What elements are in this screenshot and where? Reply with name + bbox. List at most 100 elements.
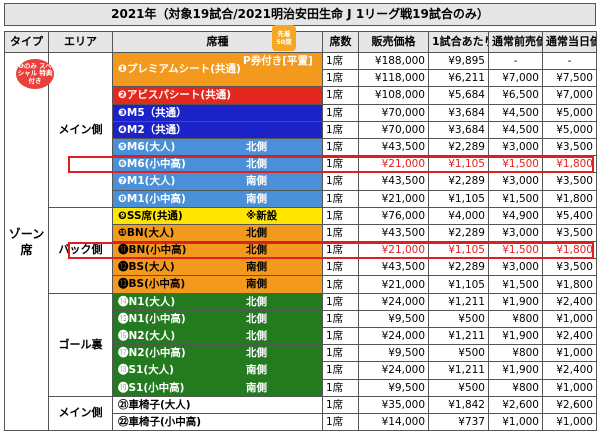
sale-price: ¥14,000 xyxy=(358,412,429,432)
header-normal-advance: 通常前売価格 xyxy=(488,31,543,53)
normal-day-price: ¥3,500 xyxy=(542,137,597,157)
seat-name: ⓲S1(大人) xyxy=(118,364,174,377)
sale-price: ¥35,000 xyxy=(358,395,429,414)
normal-advance-price: ¥6,500 xyxy=(488,86,543,105)
normal-day-price: ¥5,000 xyxy=(542,103,597,122)
table-row: ❺M6(大人) 北側 1席 ¥43,500 ¥2,289 ¥3,000 ¥3,500 xyxy=(5,137,597,157)
seat-name: ❾SS席(共通) xyxy=(118,209,183,222)
sale-price: ¥43,500 xyxy=(358,137,429,157)
seat-name: ❿BN(大人) xyxy=(118,226,175,239)
seat-name-cell: ❿BN(大人) 北側 xyxy=(112,223,323,243)
area-label: ゴール裏 xyxy=(48,292,113,397)
header-row: タイプ エリア 席種 席数 販売価格 1試合あたり 通常前売価格 通常当日価格 xyxy=(4,31,597,53)
seat-count: 1席 xyxy=(322,241,359,260)
sale-price: ¥188,000 xyxy=(358,51,429,71)
normal-day-price: ¥1,800 xyxy=(542,275,597,294)
seat-count: 1席 xyxy=(322,120,359,139)
table-row: ❼M1(大人) 南側 1席 ¥43,500 ¥2,289 ¥3,000 ¥3,500 xyxy=(5,172,597,191)
table-row: ❿BN(大人) 北側 1席 ¥43,500 ¥2,289 ¥3,000 ¥3,500 xyxy=(5,223,597,243)
normal-advance-price: ¥1,900 xyxy=(488,292,543,311)
seat-count: 1席 xyxy=(322,326,359,346)
seat-name-cell: ⓯N1(小中高) 北側 xyxy=(112,309,323,329)
seat-side: 南側 xyxy=(246,381,267,394)
seat-name-cell: ❻M6(小中高) 北側 xyxy=(112,155,323,174)
normal-advance-price: ¥800 xyxy=(488,378,543,397)
seat-count: 1席 xyxy=(322,51,359,71)
seat-side: 南側 xyxy=(246,261,267,274)
seat-name: ㉑車椅子(大人) xyxy=(118,398,191,411)
normal-advance-price: ¥2,600 xyxy=(488,395,543,414)
seat-name: ⓰N2(大人) xyxy=(118,330,176,342)
table-row: ⓲S1(大人) 南側 1席 ¥24,000 ¥1,211 ¥1,900 ¥2,400 xyxy=(5,361,597,380)
sale-price: ¥21,000 xyxy=(358,189,429,208)
seat-name-cell: ❹M2（共通） xyxy=(112,120,323,139)
seat-name: ⓯N1(小中高) xyxy=(118,312,186,325)
seat-side: 北側 xyxy=(246,330,267,342)
seat-name-cell: ⓱N2(小中高) 北側 xyxy=(112,344,323,363)
table-row: 1席 ¥118,000 ¥6,211 ¥7,000 ¥7,500 xyxy=(5,69,597,88)
seat-name: ❹M2（共通） xyxy=(118,123,187,136)
sale-price: ¥70,000 xyxy=(358,103,429,122)
normal-day-price: ¥1,800 xyxy=(542,241,597,260)
normal-day-price: ¥5,400 xyxy=(542,206,597,225)
seat-count: 1席 xyxy=(322,189,359,208)
price-per-match: ¥500 xyxy=(428,344,489,363)
seat-name-cell: ❸M5（共通） xyxy=(112,103,323,122)
sale-price: ¥24,000 xyxy=(358,326,429,346)
normal-advance-price: ¥3,000 xyxy=(488,223,543,243)
seat-name-cell: ⓬BS(大人) 南側 xyxy=(112,258,323,277)
seat-name: ㉒車椅子(小中高) xyxy=(118,415,202,428)
normal-day-price: ¥1,800 xyxy=(542,189,597,208)
normal-advance-price: ¥3,000 xyxy=(488,137,543,157)
seat-count: 1席 xyxy=(322,292,359,311)
seat-name: ⓳S1(小中高) xyxy=(118,381,185,394)
seat-side: 南側 xyxy=(246,278,267,291)
normal-day-price: ¥3,500 xyxy=(542,172,597,191)
seat-side: 北側 xyxy=(246,244,267,257)
type-label: ゾーン席 xyxy=(4,51,49,432)
seat-count: 1席 xyxy=(322,378,359,397)
price-per-match: ¥500 xyxy=(428,309,489,329)
normal-day-price: ¥2,600 xyxy=(542,395,597,414)
normal-advance-price: ¥1,000 xyxy=(488,412,543,432)
seat-name: ❶プレミアムシート(共通) xyxy=(118,63,241,75)
seat-name-cell: ⓮N1(大人) 北側 xyxy=(112,292,323,311)
sale-price: ¥118,000 xyxy=(358,69,429,88)
seat-name: ❻M6(小中高) xyxy=(118,158,186,171)
seat-side: 南側 xyxy=(246,364,267,377)
header-per-match: 1試合あたり xyxy=(428,31,489,53)
normal-advance-price: - xyxy=(488,51,543,71)
sale-price: ¥43,500 xyxy=(358,258,429,277)
price-per-match: ¥737 xyxy=(428,412,489,432)
seat-side: 北側 xyxy=(246,347,267,360)
normal-advance-price: ¥800 xyxy=(488,344,543,363)
price-per-match: ¥500 xyxy=(428,378,489,397)
table-row: ゴール裏 ⓮N1(大人) 北側 1席 ¥24,000 ¥1,211 ¥1,900 ¥2,400 xyxy=(5,292,597,397)
table-row: ❽M1(小中高) 南側 1席 ¥21,000 ¥1,105 ¥1,500 ¥1,800 xyxy=(5,189,597,208)
seat-side: 北側 xyxy=(246,158,267,171)
price-per-match: ¥3,684 xyxy=(428,103,489,122)
price-per-match: ¥9,895 xyxy=(428,51,489,71)
normal-day-price: ¥3,500 xyxy=(542,258,597,277)
normal-advance-price: ¥4,500 xyxy=(488,120,543,139)
seat-name-cell: ❽M1(小中高) 南側 xyxy=(112,189,323,208)
normal-advance-price: ¥3,000 xyxy=(488,172,543,191)
seat-side: 南側 xyxy=(246,175,267,188)
seat-name-cell: ⓫BN(小中高) 北側 xyxy=(112,241,323,260)
seat-name-cell: ⓳S1(小中高) 南側 xyxy=(112,378,323,397)
seat-side: 北側 xyxy=(246,226,267,239)
table-row: ❹M2（共通） 1席 ¥70,000 ¥3,684 ¥4,500 ¥5,000 xyxy=(5,120,597,139)
table-row: バック側 ❾SS席(共通) ※新設 1席 ¥76,000 ¥4,000 ¥4,900 ¥5,4… xyxy=(5,206,597,294)
table-row: メイン側 ㉑車椅子(大人) 1席 ¥35,000 ¥1,842 ¥2,600 ¥2,600 xyxy=(5,395,597,432)
header-normal-day: 通常当日価格 xyxy=(542,31,597,53)
seat-count: 1席 xyxy=(322,223,359,243)
seat-count: 1席 xyxy=(322,258,359,277)
header-seat: 席種 xyxy=(112,31,323,53)
table-row: ⓳S1(小中高) 南側 1席 ¥9,500 ¥500 ¥800 ¥1,000 xyxy=(5,378,597,397)
seat-count: 1席 xyxy=(322,155,359,174)
seat-name-cell: ⓲S1(大人) 南側 xyxy=(112,361,323,380)
price-per-match: ¥6,211 xyxy=(428,69,489,88)
table-row: ⓯N1(小中高) 北側 1席 ¥9,500 ¥500 ¥800 ¥1,000 xyxy=(5,309,597,329)
seat-name-cell: ❷アビスパシート(共通) xyxy=(112,86,323,105)
header-area: エリア xyxy=(48,31,113,53)
